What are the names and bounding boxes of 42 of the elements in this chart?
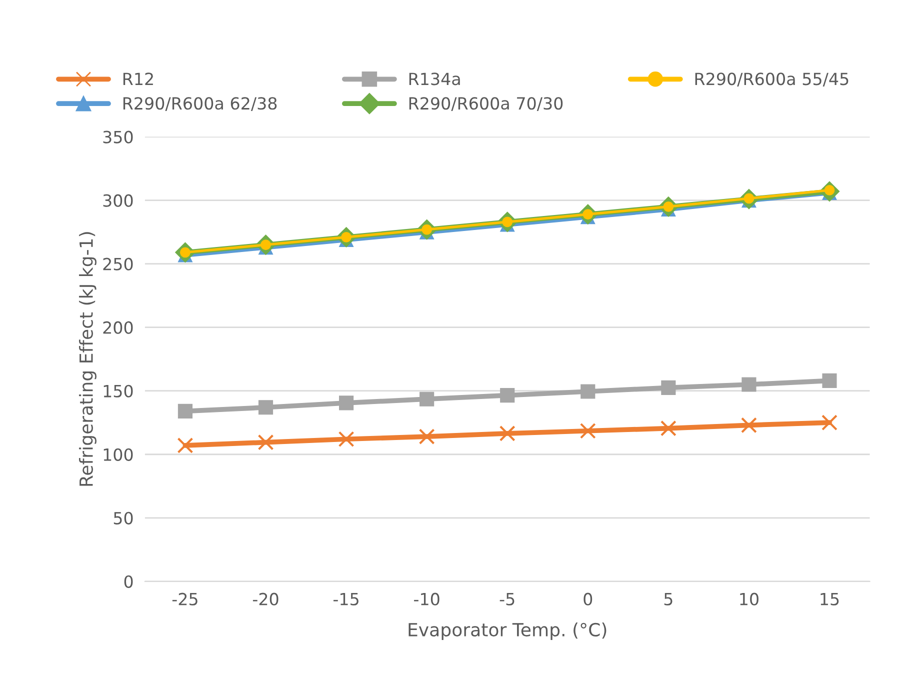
point [740, 417, 757, 434]
y-tick-label: 50 [114, 512, 133, 524]
y-tick-label: 150 [104, 384, 133, 398]
x-tick-label: 10 [740, 592, 758, 606]
point [339, 396, 354, 410]
point [822, 373, 837, 388]
y-tick-label: 250 [103, 258, 133, 270]
y-tick-label: 300 [103, 194, 133, 207]
y-tick-label: 200 [103, 321, 133, 334]
point [420, 392, 434, 406]
x-tick-label: 5 [664, 593, 672, 606]
legend-label: R12 [123, 72, 153, 85]
point [742, 377, 756, 392]
point [178, 404, 193, 418]
legend-label: R290/R600a 70/30 [409, 97, 563, 111]
legend-label: R134a [409, 72, 460, 86]
x-tick-label: 0 [584, 592, 592, 606]
point [418, 428, 435, 445]
y-tick-label: 0 [124, 575, 133, 588]
x-tick-label: -20 [252, 592, 278, 606]
legend-label: R290/R600a 55/45 [695, 72, 848, 87]
point [258, 400, 274, 415]
x-tick-label: -15 [334, 593, 358, 606]
x-tick-label: -10 [414, 592, 440, 606]
point [499, 425, 516, 442]
y-tick-label: 100 [104, 448, 133, 461]
x-axis-title: Evaporator Temp. (°C) [408, 622, 606, 640]
x-tick-label: 15 [820, 593, 839, 606]
point [580, 422, 596, 439]
point [177, 437, 194, 454]
point [822, 414, 838, 431]
point [660, 420, 676, 436]
legend-label: R290/R600a 62/38 [123, 97, 277, 111]
x-tick-label: -25 [172, 592, 198, 606]
point [500, 388, 515, 403]
y-axis-title: Refrigerating Effect (kJ kg-1) [79, 232, 96, 486]
point [338, 431, 354, 448]
x-tick-label: -5 [500, 593, 514, 606]
point [258, 434, 274, 450]
point [661, 380, 676, 395]
y-tick-label: 350 [103, 130, 133, 144]
point [580, 384, 596, 399]
